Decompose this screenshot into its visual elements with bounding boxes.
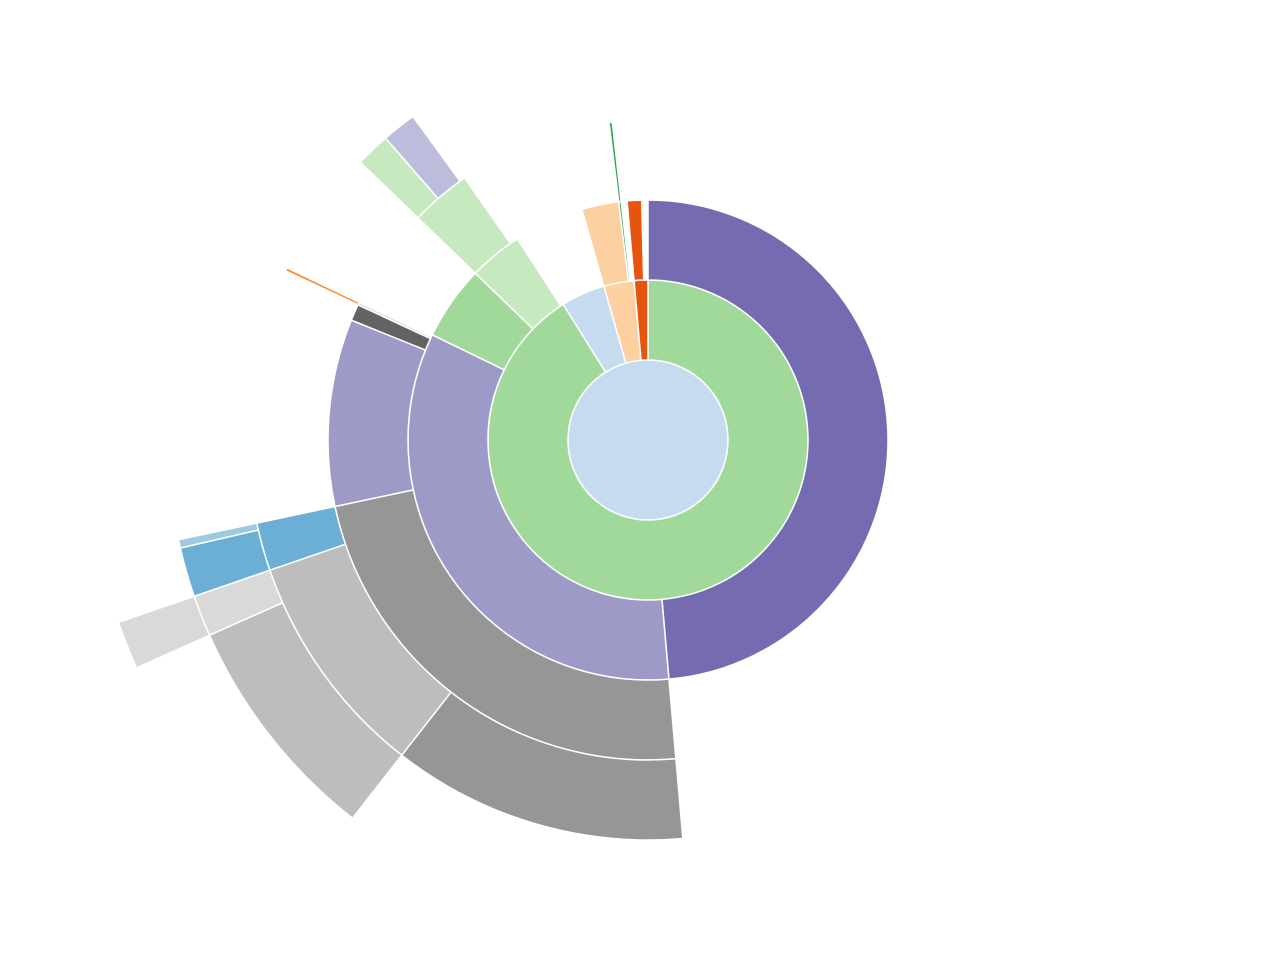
sunburst-segment xyxy=(611,121,624,203)
sunburst-segment xyxy=(177,522,260,549)
sunburst-segment xyxy=(284,267,360,306)
sunburst-segment xyxy=(647,199,889,680)
sunburst-segment xyxy=(384,115,461,200)
sunburst-segment xyxy=(640,199,646,281)
sunburst-segment xyxy=(117,595,211,669)
sunburst-center xyxy=(567,359,729,521)
